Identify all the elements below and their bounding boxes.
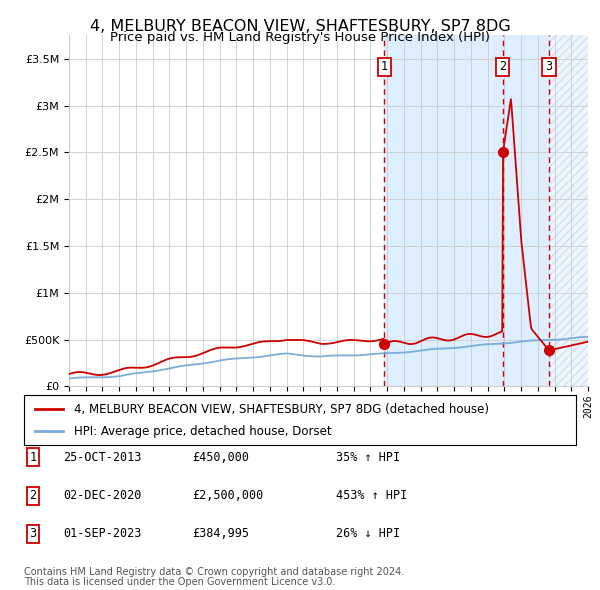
Bar bbox=[384, 35, 549, 386]
Bar bbox=[549, 35, 588, 386]
Text: 4, MELBURY BEACON VIEW, SHAFTESBURY, SP7 8DG (detached house): 4, MELBURY BEACON VIEW, SHAFTESBURY, SP7… bbox=[74, 403, 488, 416]
Text: 1: 1 bbox=[380, 61, 388, 74]
Text: 3: 3 bbox=[545, 61, 553, 74]
Text: 2: 2 bbox=[499, 61, 506, 74]
Text: 1: 1 bbox=[29, 451, 37, 464]
Text: HPI: Average price, detached house, Dorset: HPI: Average price, detached house, Dors… bbox=[74, 425, 331, 438]
Text: 3: 3 bbox=[29, 527, 37, 540]
Text: 25-OCT-2013: 25-OCT-2013 bbox=[63, 451, 142, 464]
Text: 2: 2 bbox=[29, 489, 37, 502]
Text: 4, MELBURY BEACON VIEW, SHAFTESBURY, SP7 8DG: 4, MELBURY BEACON VIEW, SHAFTESBURY, SP7… bbox=[89, 19, 511, 34]
Text: 453% ↑ HPI: 453% ↑ HPI bbox=[336, 489, 407, 502]
Text: 35% ↑ HPI: 35% ↑ HPI bbox=[336, 451, 400, 464]
Text: 01-SEP-2023: 01-SEP-2023 bbox=[63, 527, 142, 540]
Text: £450,000: £450,000 bbox=[192, 451, 249, 464]
Text: £2,500,000: £2,500,000 bbox=[192, 489, 263, 502]
Text: £384,995: £384,995 bbox=[192, 527, 249, 540]
Text: 02-DEC-2020: 02-DEC-2020 bbox=[63, 489, 142, 502]
Text: Contains HM Land Registry data © Crown copyright and database right 2024.: Contains HM Land Registry data © Crown c… bbox=[24, 567, 404, 577]
Text: 26% ↓ HPI: 26% ↓ HPI bbox=[336, 527, 400, 540]
Text: Price paid vs. HM Land Registry's House Price Index (HPI): Price paid vs. HM Land Registry's House … bbox=[110, 31, 490, 44]
Text: This data is licensed under the Open Government Licence v3.0.: This data is licensed under the Open Gov… bbox=[24, 577, 335, 587]
